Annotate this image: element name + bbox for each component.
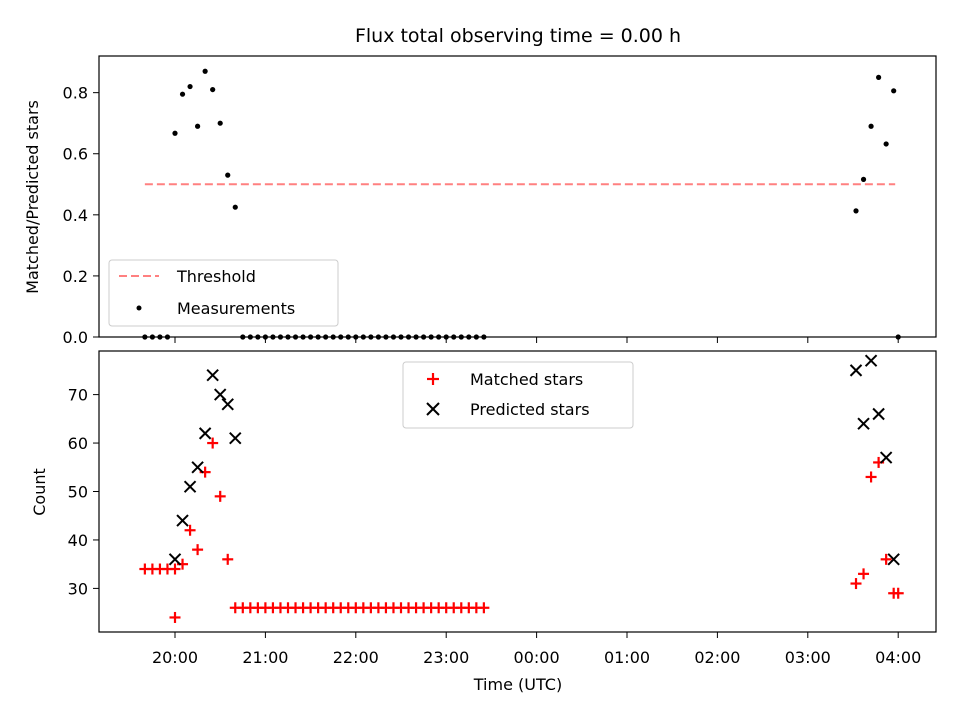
- bottom-legend: Matched stars Predicted stars: [402, 361, 634, 429]
- predicted-legend-swatch: [426, 402, 440, 416]
- bottom-x-axis: 20:00 21:00 22:00 23:00 00:00 01:00 02:00 03:00…: [152, 632, 921, 667]
- bottom-y-axis-title: Count: [30, 468, 49, 516]
- top-y-axis: 0.0 0.2 0.4 0.6 0.8: [63, 84, 99, 347]
- top-x-ticks: [174, 337, 899, 343]
- top-y-tick-label: 0.2: [63, 267, 88, 286]
- predicted-star-point: [168, 553, 182, 566]
- bottom-y-tick-label: 60: [68, 434, 88, 453]
- threshold-legend-label: Threshold: [176, 267, 256, 286]
- measurements-legend-label: Measurements: [177, 299, 295, 318]
- matched-star-point: [858, 568, 870, 580]
- measurement-point: [891, 88, 897, 94]
- x-tick-label: 21:00: [242, 648, 288, 667]
- x-tick-label: 23:00: [423, 648, 469, 667]
- measurement-point: [195, 123, 201, 129]
- predicted-star-point: [206, 369, 219, 382]
- matched-star-point: [880, 553, 892, 565]
- predicted-star-point: [191, 461, 204, 474]
- x-tick-label: 22:00: [333, 648, 379, 667]
- measurement-point: [876, 74, 882, 80]
- matched-star-point: [207, 437, 219, 449]
- x-tick-label: 03:00: [785, 648, 831, 667]
- measurement-point: [210, 86, 216, 93]
- x-tick-label: 02:00: [694, 648, 740, 667]
- chart-title: Flux total observing time = 0.00 h: [355, 25, 681, 47]
- measurement-point: [172, 130, 178, 136]
- predicted-star-point: [221, 398, 234, 411]
- predicted-star-point: [213, 388, 227, 401]
- measurement-point: [217, 120, 223, 126]
- top-y-tick-label: 0.4: [63, 206, 88, 225]
- top-y-axis-title: Matched/Predicted stars: [23, 100, 42, 294]
- matched-star-point: [192, 544, 204, 556]
- measurements-layer: [142, 68, 901, 340]
- predicted-star-point: [857, 417, 870, 430]
- measurement-point: [860, 176, 867, 182]
- matched-star-point: [214, 490, 226, 502]
- matched-legend-swatch: [427, 373, 439, 385]
- matched-star-point: [169, 611, 181, 623]
- predicted-star-point: [872, 407, 885, 421]
- predicted-star-point: [198, 427, 212, 440]
- predicted-star-point: [887, 553, 900, 566]
- matched-star-point: [478, 602, 490, 614]
- predicted-star-point: [879, 451, 893, 464]
- top-panel: 0.00.20.40.60.8 Matched/Predicted stars …: [23, 55, 937, 347]
- top-y-tick-label: 0.0: [63, 328, 88, 347]
- bottom-y-tick-label: 50: [68, 483, 88, 502]
- counts-layer: [139, 354, 904, 623]
- predicted-star-point: [864, 354, 878, 367]
- bottom-y-tick-label: 30: [68, 579, 88, 598]
- x-tick-label: 00:00: [514, 648, 560, 667]
- predicted-star-point: [183, 480, 197, 493]
- predicted-star-point: [229, 431, 242, 445]
- measurement-point: [187, 83, 193, 90]
- matched-star-point: [222, 553, 234, 565]
- bottom-y-axis: 30 40 50 60 70: [68, 386, 99, 598]
- measurement-point: [202, 68, 208, 74]
- measurement-point: [853, 208, 859, 214]
- measurement-point: [883, 141, 889, 147]
- predicted-legend-label: Predicted stars: [470, 400, 590, 419]
- x-tick-label: 20:00: [152, 648, 198, 667]
- top-y-tick-label: 0.6: [63, 145, 88, 164]
- measurement-point: [179, 91, 186, 97]
- top-legend-box: [108, 259, 339, 327]
- x-tick-label: 04:00: [875, 648, 921, 667]
- bottom-y-tick-label: 70: [68, 386, 88, 405]
- measurement-point: [868, 123, 874, 129]
- matched-star-point: [865, 471, 877, 483]
- top-legend: Threshold Measurements: [108, 259, 339, 327]
- x-tick-label: 01:00: [604, 648, 650, 667]
- measurement-point: [225, 172, 231, 178]
- measurement-point: [232, 204, 238, 210]
- bottom-panel: 30 40 50 60 70 20:00 21:00 22:00 23:00 00:00 01:0…: [30, 350, 937, 694]
- top-y-tick-label: 0.8: [63, 84, 88, 103]
- matched-star-point: [169, 563, 181, 575]
- predicted-star-point: [176, 514, 189, 527]
- bottom-y-tick-label: 40: [68, 531, 88, 550]
- matched-star-point: [184, 524, 196, 536]
- matched-star-point: [892, 587, 904, 599]
- bottom-legend-box: [402, 361, 634, 429]
- predicted-star-point: [849, 364, 863, 377]
- matched-star-point: [850, 578, 862, 590]
- matched-legend-label: Matched stars: [470, 370, 583, 389]
- top-plot-frame: [98, 55, 937, 338]
- measurements-legend-swatch: [136, 305, 142, 311]
- x-axis-title: Time (UTC): [473, 675, 562, 694]
